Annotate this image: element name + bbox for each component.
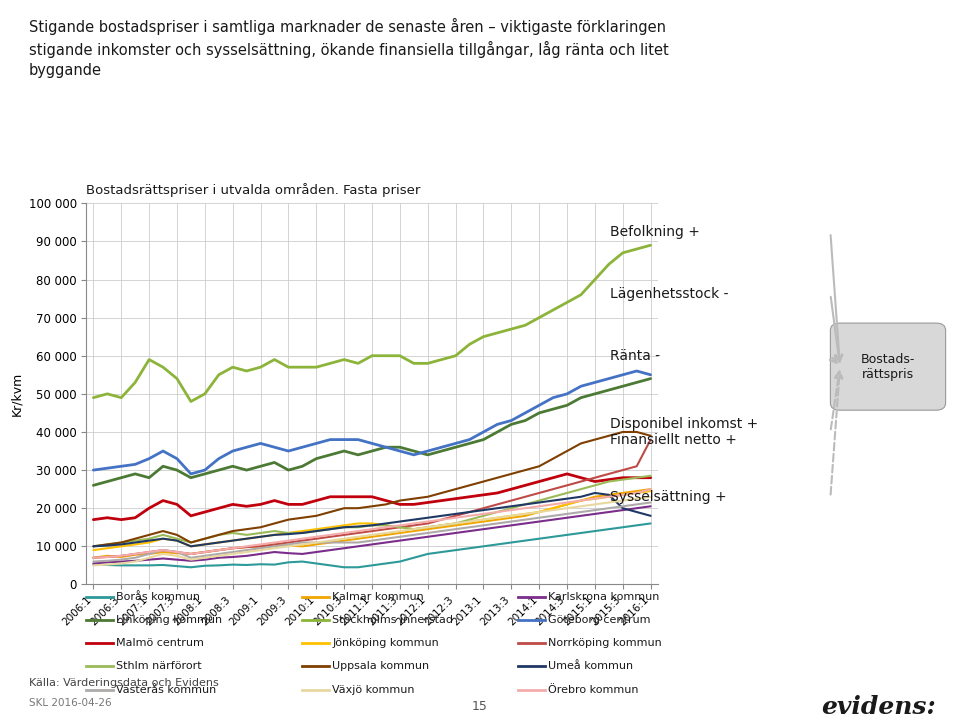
Text: Göteborg centrum: Göteborg centrum xyxy=(548,615,651,625)
Y-axis label: Kr/kvm: Kr/kvm xyxy=(10,372,23,416)
Text: Bostads-
rättspris: Bostads- rättspris xyxy=(861,353,915,380)
Text: Stockholms innerstad: Stockholms innerstad xyxy=(332,615,453,625)
Text: Örebro kommun: Örebro kommun xyxy=(548,685,638,695)
Text: Bostadsrättspriser i utvalda områden. Fasta priser: Bostadsrättspriser i utvalda områden. Fa… xyxy=(86,184,420,197)
Text: Källa: Värderingsdata och Evidens: Källa: Värderingsdata och Evidens xyxy=(29,678,219,688)
Text: Växjö kommun: Växjö kommun xyxy=(332,685,415,695)
Text: Norrköping kommun: Norrköping kommun xyxy=(548,638,661,648)
Text: Malmö centrum: Malmö centrum xyxy=(116,638,204,648)
Text: Sthlm närförort: Sthlm närförort xyxy=(116,661,202,672)
Text: Linköping kommun: Linköping kommun xyxy=(116,615,223,625)
Text: Ränta -: Ränta - xyxy=(610,348,660,363)
Text: Västerås kommun: Västerås kommun xyxy=(116,685,216,695)
Text: SKL 2016-04-26: SKL 2016-04-26 xyxy=(29,698,111,708)
Text: evidens:: evidens: xyxy=(821,695,936,719)
Text: 15: 15 xyxy=(472,700,488,713)
Text: Disponibel inkomst +
Finansiellt netto +: Disponibel inkomst + Finansiellt netto + xyxy=(610,417,757,447)
Text: Lägenhetsstock -: Lägenhetsstock - xyxy=(610,287,728,301)
Text: Umeå kommun: Umeå kommun xyxy=(548,661,634,672)
Text: Uppsala kommun: Uppsala kommun xyxy=(332,661,429,672)
Text: Befolkning +: Befolkning + xyxy=(610,225,700,240)
Text: Stigande bostadspriser i samtliga marknader de senaste åren – viktigaste förklar: Stigande bostadspriser i samtliga markna… xyxy=(29,18,668,78)
Text: Karlskrona kommun: Karlskrona kommun xyxy=(548,592,660,602)
Text: Borås kommun: Borås kommun xyxy=(116,592,200,602)
Text: Sysselsättning +: Sysselsättning + xyxy=(610,490,726,505)
Text: Kalmar kommun: Kalmar kommun xyxy=(332,592,424,602)
Text: Jönköping kommun: Jönköping kommun xyxy=(332,638,439,648)
